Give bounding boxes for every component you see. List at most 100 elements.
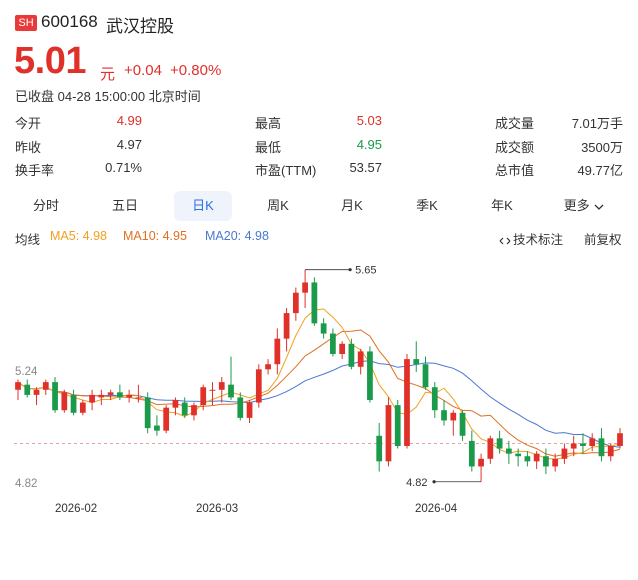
candle-body	[246, 402, 253, 418]
candle-body	[404, 359, 410, 446]
stat-label-volume: 成交量	[495, 116, 535, 131]
x-axis-label-mar: 2026-03	[196, 503, 239, 515]
pencil-icon	[499, 237, 511, 245]
candle-body	[302, 282, 308, 293]
high-price-annotation: 5.65	[355, 265, 376, 277]
candle-body	[144, 397, 151, 429]
candle-body	[209, 389, 216, 391]
chevron-down-icon	[594, 204, 604, 210]
candle-body	[265, 364, 271, 370]
candle-body	[496, 438, 503, 449]
tab-daily-k[interactable]: 日K	[174, 191, 232, 221]
candle-body	[52, 382, 58, 411]
candle-body	[274, 338, 281, 365]
tab-daily-k-label: 日K	[192, 198, 214, 213]
candle-body	[135, 397, 142, 399]
candle-body	[422, 364, 429, 388]
ma20-line	[17, 360, 621, 448]
candle-body	[15, 382, 21, 390]
candle-body	[589, 438, 596, 446]
candle-body	[431, 387, 438, 411]
ma5-line	[17, 308, 621, 460]
candle-body	[237, 397, 244, 418]
candle-body	[200, 387, 207, 406]
tab-yearly-k-label: 年K	[491, 198, 513, 213]
price-unit: 元	[100, 66, 116, 83]
candle-body	[468, 440, 475, 467]
stat-label-low: 最低	[255, 140, 282, 155]
stat-label-prev-close: 昨收	[15, 140, 42, 155]
candle-body	[228, 384, 234, 398]
candle-body	[255, 369, 262, 403]
candle-body	[42, 382, 49, 390]
tab-quarterly-k[interactable]: 季K	[398, 191, 456, 221]
adjust-mode-button[interactable]: 前复权	[584, 233, 622, 247]
candle-body	[283, 313, 290, 339]
candle-body	[459, 412, 466, 436]
candle-body	[117, 392, 123, 398]
tab-monthly-k[interactable]: 月K	[323, 191, 381, 221]
candle-body	[311, 282, 318, 324]
price-change-percent: +0.80%	[170, 62, 222, 79]
tab-more-label: 更多	[563, 198, 590, 213]
stat-value-volume: 7.01万手	[571, 116, 623, 131]
candle-body	[478, 458, 484, 467]
candle-body	[70, 394, 77, 413]
kline-chart[interactable]: 5.65 4.82	[0, 250, 638, 500]
candle-body	[385, 405, 392, 462]
y-axis-label-lower: 4.82	[15, 478, 38, 490]
technical-annotation-label: 技术标注	[513, 233, 564, 247]
candle-body	[33, 389, 40, 395]
tab-weekly-k-label: 周K	[267, 198, 289, 213]
candle-body	[79, 402, 86, 413]
stat-label-pe: 市盈(TTM)	[255, 163, 317, 178]
tab-monthly-k-label: 月K	[341, 198, 363, 213]
candle-body	[570, 443, 577, 449]
stat-value-high: 5.03	[356, 113, 382, 128]
candle-body	[163, 407, 170, 431]
stock-name: 武汉控股	[106, 17, 174, 36]
candle-body	[533, 453, 540, 462]
candle-body	[126, 394, 133, 398]
technical-annotation-button[interactable]: 技术标注	[499, 229, 563, 248]
x-axis-label-feb: 2026-02	[55, 503, 98, 515]
candle-body	[413, 359, 420, 365]
stat-value-turnover-amount: 3500万	[581, 140, 623, 155]
market-badge: SH	[15, 15, 37, 31]
stat-value-turnover-rate: 0.71%	[105, 160, 142, 175]
candle-body	[330, 333, 336, 354]
tab-five-day[interactable]: 五日	[96, 191, 154, 221]
high-marker-dot	[348, 268, 352, 272]
stat-value-pe: 53.57	[349, 160, 382, 175]
stock-code: 600168	[41, 12, 98, 31]
current-price: 5.01	[14, 40, 86, 82]
candle-body	[61, 392, 68, 411]
x-axis-label-apr: 2026-04	[415, 503, 458, 515]
price-change: +0.04	[124, 62, 162, 79]
ma-legend-title: 均线	[15, 233, 41, 247]
low-marker-dot	[432, 480, 436, 484]
stat-value-prev-close: 4.97	[116, 137, 142, 152]
candle-body	[524, 456, 531, 462]
candle-body	[98, 394, 105, 398]
candle-body	[24, 384, 31, 395]
ma5-legend: MA5: 4.98	[50, 229, 107, 243]
candle-body	[339, 343, 346, 354]
candle-body	[598, 438, 605, 457]
tab-intraday-label: 分时	[32, 198, 59, 213]
candle-body	[181, 402, 188, 416]
tab-more[interactable]: 更多	[553, 191, 615, 221]
tab-weekly-k[interactable]: 周K	[249, 191, 307, 221]
candle-body	[450, 412, 457, 421]
candle-body	[441, 410, 447, 421]
tab-intraday[interactable]: 分时	[17, 191, 75, 221]
stat-label-turnover-rate: 换手率	[15, 163, 55, 178]
candle-body	[172, 400, 179, 408]
stat-value-market-cap: 49.77亿	[577, 163, 623, 178]
candle-body	[218, 382, 225, 390]
candle-body	[348, 343, 355, 367]
candle-body	[357, 351, 364, 367]
y-axis-label-upper: 5.24	[15, 366, 38, 378]
tab-yearly-k[interactable]: 年K	[473, 191, 531, 221]
ma10-legend: MA10: 4.95	[123, 229, 187, 243]
